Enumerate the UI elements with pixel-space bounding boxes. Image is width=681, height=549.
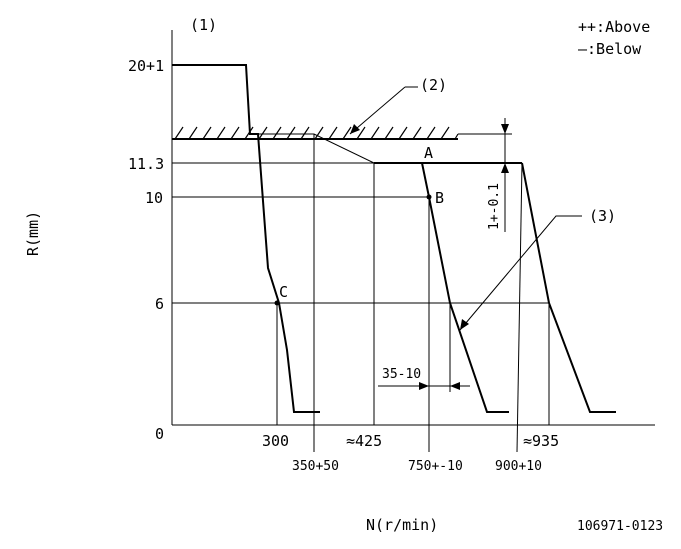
point-c-dot (274, 300, 280, 306)
legend-above: ++:Above (578, 18, 650, 36)
callout-3-arrow (460, 319, 469, 330)
x-tick-900: 900+10 (495, 459, 542, 474)
x-tick-300: 300 (262, 432, 289, 450)
x-tick-750: 750+-10 (408, 459, 463, 474)
stop-limit-hatching (174, 126, 459, 140)
governor-curve-max (521, 162, 616, 413)
offset-arrow-left (419, 382, 429, 390)
y-tick-6: 6 (155, 295, 164, 313)
vline-900 (516, 162, 523, 453)
callout-2-arrow (350, 124, 360, 134)
point-a-label: A (424, 144, 433, 162)
callout-2-leader (349, 86, 406, 135)
point-b-dot (426, 194, 432, 200)
tol-arrow-top (501, 124, 509, 134)
tol-arrow-bottom (501, 163, 509, 173)
legend-below: —:Below (578, 40, 642, 58)
callout-2-label: (2) (420, 76, 447, 94)
y-tick-11-3: 11.3 (128, 155, 164, 173)
drawing-number: 106971-0123 (577, 519, 663, 534)
panel-tag: (1) (190, 16, 217, 34)
callout-3-leader (459, 215, 582, 331)
x-tick-350: 350+50 (292, 459, 339, 474)
callout-3-label: (3) (589, 207, 616, 225)
x-tick-425: ≈425 (346, 432, 382, 450)
y-axis-label: R(mm) (24, 211, 42, 256)
x-tick-935: ≈935 (523, 432, 559, 450)
speed-offset-label: 35-10 (382, 367, 421, 382)
rack-tolerance-label: 1+-0.1 (487, 183, 502, 230)
start-curve (172, 64, 320, 413)
x-axis-label: N(r/min) (366, 516, 438, 534)
point-c-label: C (279, 283, 288, 301)
offset-arrow-right (450, 382, 460, 390)
y-tick-10: 10 (145, 189, 163, 207)
y-tick-0: 0 (155, 425, 164, 443)
y-tick-20: 20+1 (128, 57, 164, 75)
point-b-label: B (435, 189, 444, 207)
